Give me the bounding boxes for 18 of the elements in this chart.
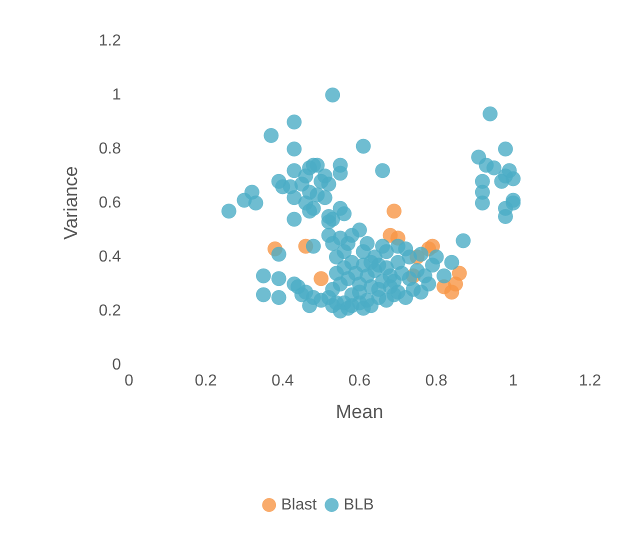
y-tick-label: 0 (112, 356, 122, 374)
y-tick-label: 0.2 (98, 302, 122, 320)
y-axis-title: Variance (61, 166, 82, 240)
y-tick-label: 0.4 (98, 248, 122, 266)
y-tick-label: 0.6 (98, 194, 122, 212)
x-tick-label: 0.6 (348, 372, 371, 390)
legend-label: Blast (281, 496, 318, 514)
x-tick-label: 0.8 (425, 372, 448, 390)
y-tick-label: 1 (112, 86, 122, 104)
x-tick-label: 0.4 (272, 372, 294, 390)
x-axis-title: Mean (336, 402, 384, 423)
x-tick-label: 0.2 (194, 372, 218, 390)
x-tick-label: 1.2 (578, 372, 602, 390)
y-tick-label: 1.2 (98, 32, 122, 50)
x-tick-label: 1 (508, 372, 518, 390)
legend-label: BLB (344, 496, 374, 514)
y-tick-label: 0.8 (98, 140, 122, 158)
x-tick-label: 0 (124, 372, 134, 390)
